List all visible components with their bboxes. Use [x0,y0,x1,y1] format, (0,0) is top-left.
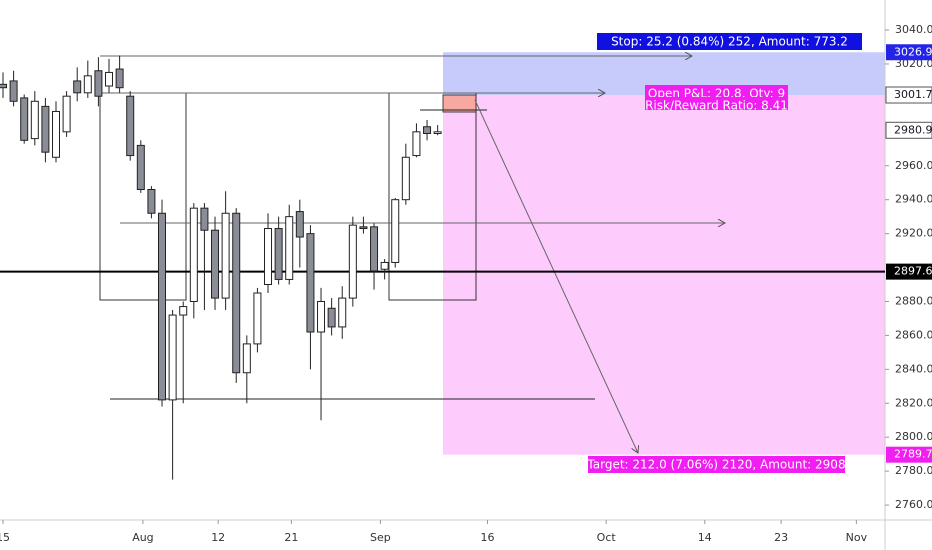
candle-body [264,228,273,286]
y-tick-label: 2860.0 [895,328,932,341]
candle-body [412,131,421,157]
annotation-text: Target: 212.0 (7.06%) 2120, Amount: 2908 [586,458,845,472]
candle-body [401,156,410,201]
x-tick-label: 23 [774,531,788,544]
candle-body [391,199,400,263]
x-tick-label: Sep [370,531,391,544]
candle-body [189,207,198,302]
y-tick-label: 2780.0 [895,464,932,477]
candle-body [306,233,315,333]
x-tick-label: Aug [132,531,153,544]
candle-body [242,343,251,374]
price-marker-label: 3001.7 [894,88,932,101]
candle-body [179,306,188,316]
candle-body [147,189,156,214]
y-tick-label: 2820.0 [895,396,932,409]
annotation-box [588,456,845,473]
candle-body [359,226,368,230]
candle-body [20,97,29,141]
x-tick-label: Nov [846,531,868,544]
candle-body [83,75,92,94]
candle-body [126,95,135,157]
candle-body [253,292,262,345]
candle-body [105,71,114,87]
annotation-text: Risk/Reward Ratio: 8.41 [645,99,788,113]
x-tick-label: 12 [211,531,225,544]
price-marker-label: 2789.7 [894,448,932,461]
price-marker [886,44,932,61]
candle-body [274,228,283,280]
price-marker-label: 3026.9 [894,45,932,58]
candle-body [168,314,177,401]
candle-body [211,229,220,299]
x-tick-label: 16 [480,531,494,544]
target-zone [443,95,885,455]
candle-body [348,224,357,299]
candle-body [62,95,71,133]
x-tick-label: 21 [284,531,298,544]
box [99,92,187,301]
price-marker-label: 2980.9 [894,123,932,136]
candle-body [433,131,442,135]
x-tick-label: 14 [698,531,712,544]
price-marker [885,121,932,139]
price-marker [886,446,932,463]
y-tick-label: 2880.0 [895,294,932,307]
candle-body [327,307,336,328]
price-marker [885,86,932,104]
y-tick-label: 2920.0 [895,227,932,240]
y-tick-label: 3040.0 [895,23,932,36]
candle-body [295,211,304,238]
candle-body [221,212,230,299]
candle-body [380,261,389,270]
price-marker [886,263,932,280]
annotation-box [645,97,788,110]
candle-body [52,110,61,158]
candle-body [338,297,347,328]
candle-body [200,207,209,231]
projection-arrow [474,99,638,453]
candle-body [94,70,103,97]
x-tick-label: Oct [597,531,617,544]
candle-body [30,100,39,140]
annotation-text: Stop: 25.2 (0.84%) 252, Amount: 773.2 [611,35,848,49]
y-tick-label: 2800.0 [895,430,932,443]
candle-body [370,226,379,272]
candle-body [115,68,124,89]
entry-zone [442,94,477,113]
candle-body [317,300,326,333]
candle-body [136,144,145,191]
candle-body [285,216,294,280]
candle-body [158,212,167,401]
annotation-box [645,85,788,98]
y-tick-label: 2760.0 [895,498,932,511]
drawings [99,56,725,453]
candle-body [73,80,82,94]
candle-body [41,105,50,153]
y-tick-label: 2940.0 [895,193,932,206]
candle-body [423,126,432,135]
y-tick-label: 2840.0 [895,362,932,375]
candle-body [9,80,18,102]
x-tick-label: 15 [0,531,10,544]
price-marker-label: 2897.6 [894,265,932,278]
y-tick-label: 2960.0 [895,159,932,172]
candle-body [232,212,241,374]
candle-body [0,83,8,89]
annotation-box [597,33,862,50]
